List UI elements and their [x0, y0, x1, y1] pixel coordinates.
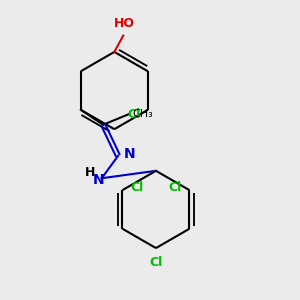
Text: HO: HO [114, 16, 135, 30]
Text: Cl: Cl [130, 181, 143, 194]
Text: H: H [85, 167, 96, 179]
Text: Cl: Cl [127, 108, 140, 121]
Text: CH₃: CH₃ [132, 109, 153, 119]
Text: Cl: Cl [149, 256, 163, 269]
Text: N: N [124, 148, 136, 161]
Text: Cl: Cl [169, 181, 182, 194]
Text: N: N [93, 173, 104, 187]
